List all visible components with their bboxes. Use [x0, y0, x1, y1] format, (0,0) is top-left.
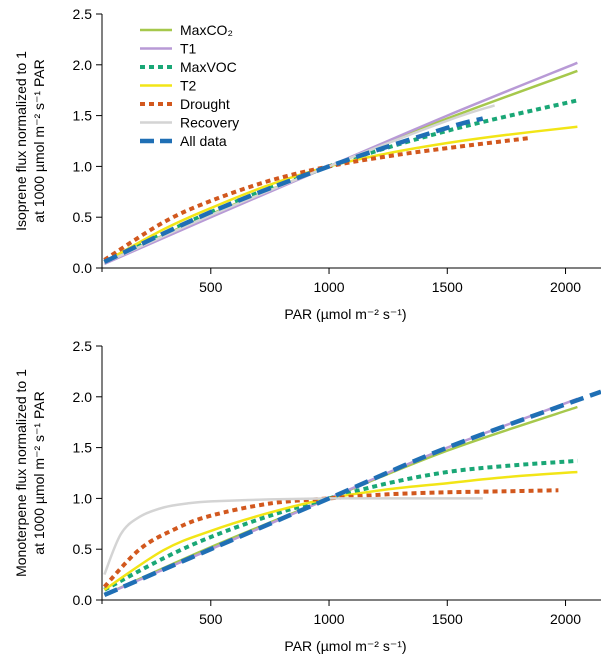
- x-tick-label: 1000: [313, 279, 344, 295]
- series-line-drought: [103, 136, 531, 262]
- series-group: [102, 389, 601, 597]
- y-tick-label: 0.0: [73, 260, 93, 276]
- y-tick-label: 2.5: [73, 6, 93, 22]
- legend-label: T1: [180, 41, 197, 57]
- legend-label: T2: [180, 78, 197, 94]
- x-tick-label: 500: [199, 611, 223, 627]
- series-line-maxco2: [103, 69, 578, 265]
- series-line-recovery: [103, 497, 483, 576]
- legend-label: Drought: [180, 96, 230, 112]
- legend-label: MaxVOC: [180, 59, 237, 75]
- series-line-drought: [102, 488, 559, 589]
- x-tick-label: 2000: [550, 279, 581, 295]
- x-tick-label: 1500: [432, 279, 463, 295]
- y-tick-label: 0.5: [73, 209, 93, 225]
- y-tick-label: 1.5: [73, 108, 93, 124]
- y-tick-label: 2.0: [73, 389, 93, 405]
- series-line-all-data: [103, 389, 601, 597]
- x-axis-label: PAR (µmol m⁻² s⁻¹): [284, 306, 406, 322]
- y-tick-label: 0.5: [73, 541, 93, 557]
- chart-panel-2: 0.0 0.5 1.0 1.5 2.0 2.5 500 1000 1500 2000 PAR (µm…: [13, 338, 601, 654]
- legend: MaxCO₂ T1 MaxVOC T2 Drought Recovery All data: [140, 22, 239, 149]
- x-tick-label: 500: [199, 279, 223, 295]
- y-tick-label: 1.5: [73, 440, 93, 456]
- y-tick-label: 0.0: [73, 592, 93, 608]
- y-axis-label-line2: at 1000 µmol m⁻² s⁻¹ PAR: [31, 59, 47, 222]
- x-tick-label: 1500: [432, 611, 463, 627]
- chart-panel-1: 0.0 0.5 1.0 1.5 2.0 2.5 500 1000 1500 2000 PAR (µm…: [13, 6, 601, 322]
- y-axis-label-line2: at 1000 µmol m⁻² s⁻¹ PAR: [31, 391, 47, 554]
- y-tick-label: 1.0: [73, 158, 93, 174]
- legend-label: Recovery: [180, 115, 239, 131]
- series-line-maxvoc: [103, 458, 578, 592]
- legend-label: All data: [180, 133, 227, 149]
- x-axis-label: PAR (µmol m⁻² s⁻¹): [284, 638, 406, 654]
- y-tick-label: 2.0: [73, 57, 93, 73]
- series-line-all-data: [103, 116, 484, 264]
- series-line-maxvoc: [103, 98, 578, 264]
- x-tick-label: 2000: [550, 611, 581, 627]
- y-axis-label-line1: Isoprene flux normalized to 1: [13, 51, 29, 231]
- legend-label: MaxCO₂: [180, 22, 233, 38]
- y-tick-label: 1.0: [73, 490, 93, 506]
- series-line-t2: [103, 125, 578, 263]
- series-group: [103, 61, 578, 266]
- y-axis-label-line1: Monoterpene flux normalized to 1: [13, 369, 29, 577]
- y-tick-label: 2.5: [73, 338, 93, 354]
- x-tick-label: 1000: [313, 611, 344, 627]
